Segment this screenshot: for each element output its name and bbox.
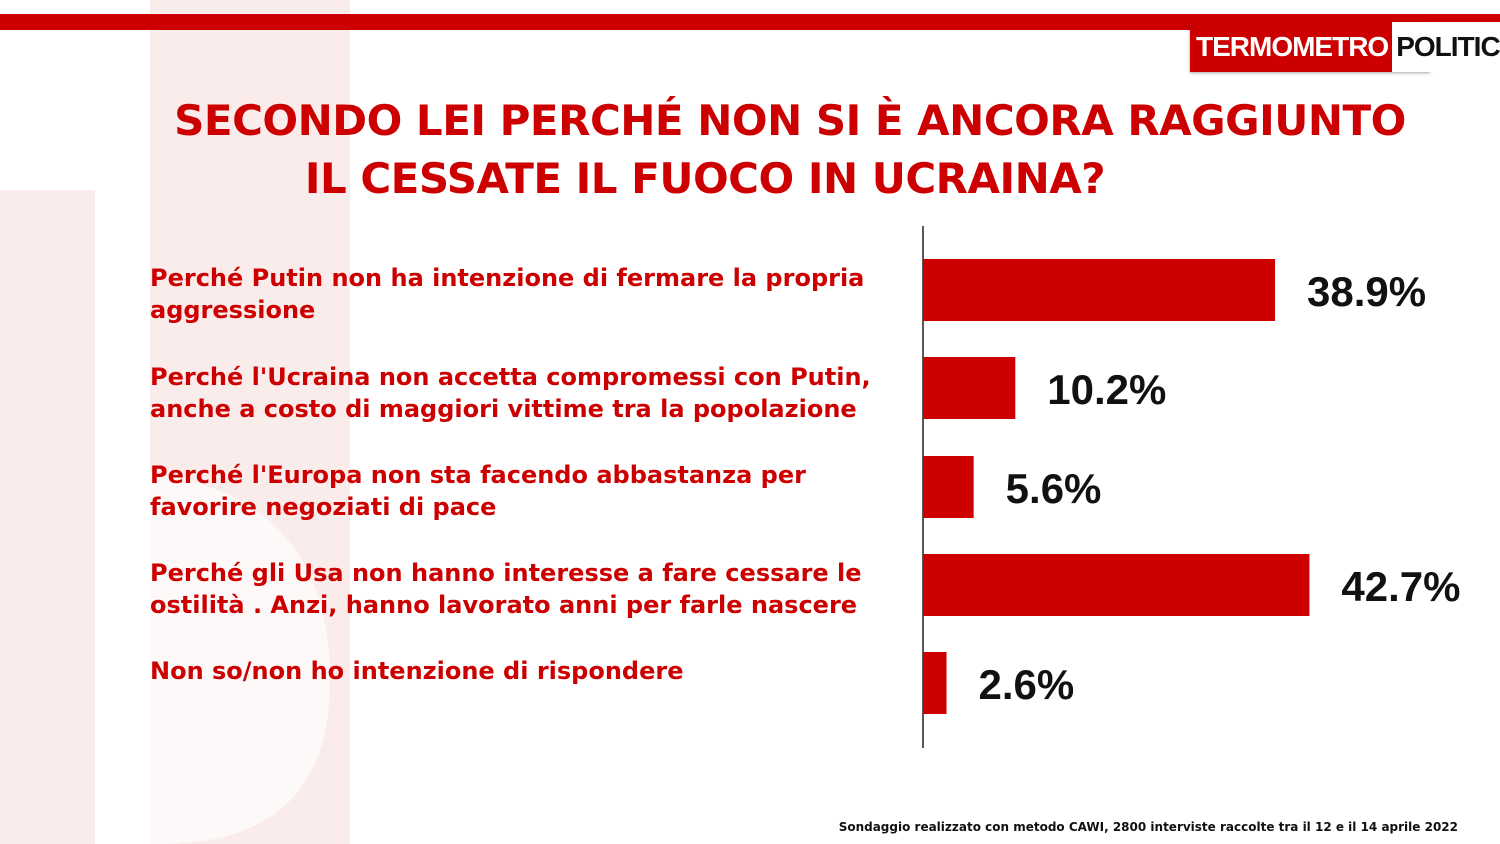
logo-part-1: TERMOMETRO <box>1190 22 1393 72</box>
category-label-0: Perché Putin non ha intenzione di fermar… <box>150 264 865 324</box>
logo-part-2: POLITICO <box>1392 22 1500 72</box>
chart-title-line-1: SECONDO LEI PERCHÉ NON SI È ANCORA RAGGI… <box>174 96 1406 145</box>
category-label-1: Perché l'Ucraina non accetta compromessi… <box>150 363 871 423</box>
brand-logo: TERMOMETRO POLITICO <box>1190 22 1500 72</box>
category-label-2: Perché l'Europa non sta facendo abbastan… <box>150 461 806 521</box>
chart-title: SECONDO LEI PERCHÉ NON SI È ANCORA RAGGI… <box>100 92 1480 208</box>
chart-title-line-2: IL CESSATE IL FUOCO IN UCRAINA? <box>304 154 1106 203</box>
category-label-4: Non so/non ho intenzione di rispondere <box>150 657 684 685</box>
top-accent-bar <box>0 14 1500 30</box>
footnote: Sondaggio realizzato con metodo CAWI, 28… <box>838 820 1458 834</box>
category-label-3: Perché gli Usa non hanno interesse a far… <box>150 559 862 619</box>
